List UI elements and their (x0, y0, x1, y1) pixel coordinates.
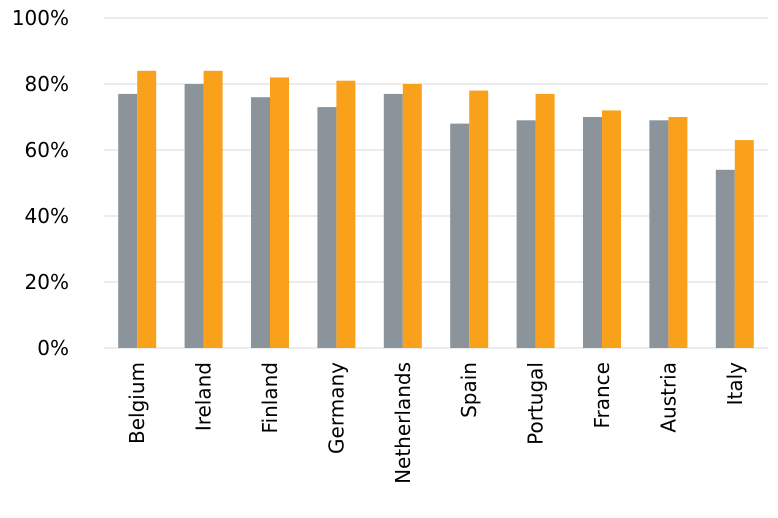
x-axis-tick-labels: Belgium Ireland Finland Germany Netherlands S… (125, 362, 747, 484)
bars (118, 70, 754, 349)
x-tick-label: Ireland (192, 362, 216, 431)
bar-spain-series-1 (450, 123, 470, 348)
bar-italy-series-1 (715, 169, 735, 348)
y-axis-tick-labels: 0% 20% 40% 60% 80% 100% (12, 6, 69, 360)
y-tick-label: 100% (12, 6, 69, 30)
bar-germany-series-2 (336, 80, 356, 348)
bar-netherlands-series-2 (402, 84, 422, 348)
bar-ireland-series-2 (203, 70, 223, 349)
bar-austria-series-2 (668, 117, 688, 348)
x-tick-label: Austria (656, 362, 680, 433)
y-tick-label: 40% (25, 204, 69, 228)
y-tick-label: 60% (25, 138, 69, 162)
y-tick-label: 0% (37, 336, 69, 360)
bar-spain-series-2 (469, 90, 489, 348)
bar-france-series-2 (602, 110, 621, 349)
y-tick-label: 80% (25, 72, 69, 96)
x-tick-label: Finland (258, 362, 282, 433)
x-tick-label: Germany (324, 362, 348, 454)
bar-finland-series-1 (251, 97, 270, 348)
bar-ireland-series-1 (184, 84, 204, 348)
bar-netherlands-series-1 (383, 93, 403, 349)
bar-italy-series-2 (734, 140, 754, 348)
bar-portugal-series-1 (516, 120, 536, 348)
bar-portugal-series-2 (535, 93, 555, 349)
bar-france-series-1 (583, 117, 602, 348)
x-tick-label: Belgium (125, 362, 149, 444)
x-tick-label: Netherlands (391, 362, 415, 484)
y-tick-label: 20% (25, 270, 69, 294)
bar-austria-series-1 (649, 120, 669, 348)
x-tick-label: Italy (723, 362, 747, 406)
x-tick-label: Spain (457, 362, 481, 418)
bar-belgium-series-2 (137, 70, 157, 349)
bar-belgium-series-1 (118, 93, 138, 349)
bar-finland-series-2 (270, 77, 289, 349)
x-tick-label: France (590, 362, 614, 429)
x-tick-label: Portugal (524, 362, 548, 445)
bar-germany-series-1 (317, 107, 337, 348)
